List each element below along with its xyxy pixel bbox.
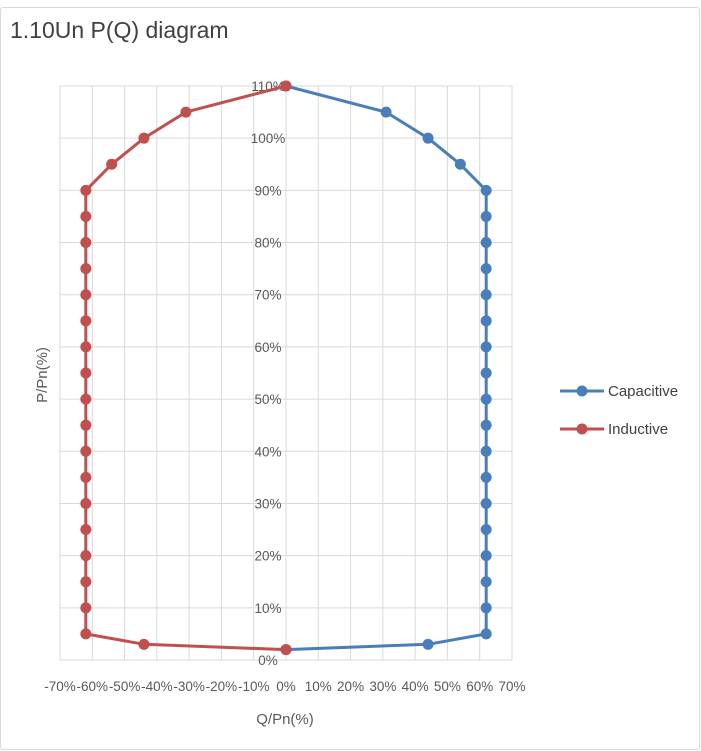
y-tick-label: 0% [258,653,278,668]
x-tick-label: 50% [434,679,461,694]
x-tick-label: 10% [305,679,332,694]
data-point-capacitive [480,184,492,196]
data-point-capacitive [480,367,492,379]
chart-frame [0,7,700,750]
data-point-capacitive [480,419,492,431]
data-point-inductive [280,644,292,656]
y-tick-label: 20% [254,549,281,564]
data-point-capacitive [480,524,492,536]
data-point-inductive [80,210,92,222]
x-tick-labels: -70% -60% -50% -40% -30% -20% -10% 0% 10% 20% 30% 4… [44,679,525,694]
data-point-inductive [80,497,92,509]
data-point-capacitive [380,106,392,118]
x-tick-label: -20% [206,679,238,694]
data-point-inductive [80,393,92,405]
x-tick-label: 60% [466,679,493,694]
data-point-inductive [80,263,92,275]
series-line-inductive [84,84,287,652]
data-point-capacitive [422,638,434,650]
data-point-capacitive [480,315,492,327]
data-point-inductive [80,628,92,640]
data-point-inductive [80,602,92,614]
y-axis-label: P/Pn(%) [34,347,51,403]
chart-title: 1.10Un P(Q) diagram [10,17,229,43]
y-tick-label: 30% [254,496,281,511]
data-point-inductive [80,367,92,379]
data-point-inductive [80,315,92,327]
legend-item-capacitive: Capacitive [560,383,678,400]
x-tick-label: -30% [173,679,205,694]
data-point-capacitive [480,341,492,353]
x-tick-label: -60% [77,679,109,694]
legend-item-inductive: Inductive [560,421,668,438]
data-point-inductive [106,158,118,170]
x-tick-label: -10% [238,679,270,694]
y-tick-label: 40% [254,444,281,459]
legend: Capacitive Inductive [560,383,678,438]
data-point-inductive [138,132,150,144]
data-point-capacitive [480,497,492,509]
data-point-inductive [80,576,92,588]
data-point-capacitive [480,471,492,483]
grid [59,85,513,661]
x-tick-label: 20% [337,679,364,694]
y-tick-label: 100% [251,131,286,146]
data-point-inductive [80,471,92,483]
data-point-capacitive [480,237,492,249]
y-tick-label: 90% [254,183,281,198]
series-line-capacitive [285,84,488,652]
legend-label-capacitive: Capacitive [608,383,678,400]
x-tick-label: -40% [141,679,173,694]
data-point-inductive [138,638,150,650]
legend-label-inductive: Inductive [608,421,668,438]
y-tick-labels: 0% 10% 20% 30% 40% 50% 60% 70% 80% 90% 100% 110% [251,79,286,668]
y-tick-label: 60% [254,340,281,355]
data-point-inductive [80,184,92,196]
x-tick-label: 30% [369,679,396,694]
data-point-inductive [80,419,92,431]
data-point-capacitive [422,132,434,144]
data-point-inductive [80,550,92,562]
data-point-capacitive [480,393,492,405]
data-point-capacitive [480,263,492,275]
x-axis-label: Q/Pn(%) [256,711,314,728]
x-tick-label: -50% [109,679,141,694]
y-tick-label: 110% [251,79,285,94]
data-point-capacitive [480,550,492,562]
x-tick-label: -70% [44,679,76,694]
data-point-capacitive [480,628,492,640]
y-tick-label: 70% [254,288,281,303]
data-point-capacitive [480,445,492,457]
x-tick-label: 0% [276,679,296,694]
data-point-inductive [80,289,92,301]
data-point-inductive [280,80,292,92]
series-layer [80,80,492,656]
x-tick-label: 70% [498,679,525,694]
y-tick-label: 80% [254,236,281,251]
data-point-inductive [80,237,92,249]
y-tick-label: 50% [254,392,281,407]
series-inductive [80,80,292,656]
data-point-capacitive [454,158,466,170]
series-capacitive [280,80,492,656]
data-point-capacitive [480,576,492,588]
data-point-inductive [80,445,92,457]
data-point-inductive [180,106,192,118]
data-point-inductive [80,524,92,536]
legend-marker-inductive [576,423,588,435]
y-tick-label: 10% [254,601,281,616]
data-point-capacitive [480,210,492,222]
x-tick-label: 40% [402,679,429,694]
legend-marker-capacitive [576,385,588,397]
data-point-capacitive [480,602,492,614]
data-point-capacitive [480,289,492,301]
data-point-inductive [80,341,92,353]
